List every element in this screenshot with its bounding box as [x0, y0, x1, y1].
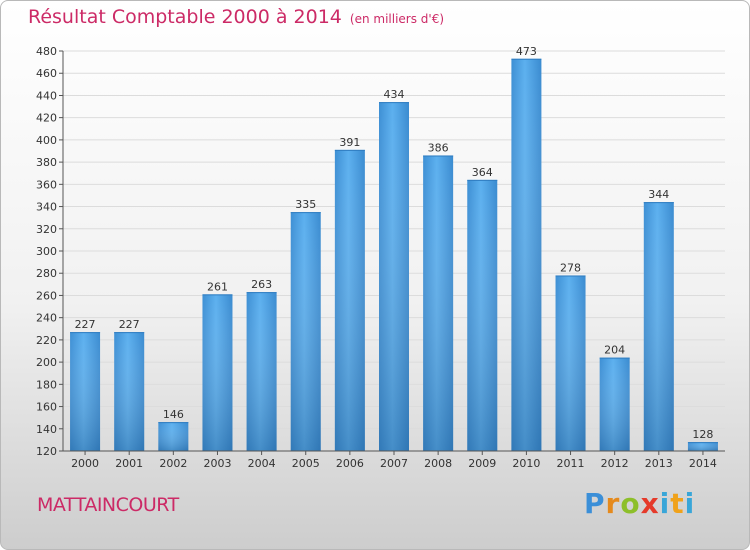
bar-shade: [555, 275, 586, 451]
y-tick-label: 480: [36, 45, 57, 58]
x-tick-label: 2013: [645, 457, 673, 470]
y-tick-label: 440: [36, 89, 57, 102]
data-label: 278: [560, 261, 581, 274]
data-label: 261: [207, 280, 228, 293]
x-tick-label: 2007: [380, 457, 408, 470]
proxiti-logo: Proxiti: [584, 487, 696, 520]
data-label: 335: [295, 198, 316, 211]
bar-shade: [423, 155, 454, 451]
x-tick-label: 2006: [336, 457, 364, 470]
data-label: 364: [472, 166, 493, 179]
data-label: 128: [692, 428, 713, 441]
x-tick-label: 2008: [424, 457, 452, 470]
data-label: 263: [251, 278, 272, 291]
x-tick-label: 2001: [115, 457, 143, 470]
bar-shade: [599, 357, 630, 451]
y-tick-label: 280: [36, 267, 57, 280]
data-label: 227: [75, 318, 96, 331]
data-label: 391: [339, 136, 360, 149]
data-label: 473: [516, 45, 537, 58]
x-tick-label: 2010: [512, 457, 540, 470]
x-tick-label: 2002: [159, 457, 187, 470]
y-tick-label: 300: [36, 245, 57, 258]
bar-shade: [246, 292, 277, 451]
x-tick-label: 2012: [601, 457, 629, 470]
y-tick-label: 260: [36, 289, 57, 302]
x-tick-label: 2005: [292, 457, 320, 470]
bar-shade: [202, 294, 233, 451]
y-tick-label: 160: [36, 401, 57, 414]
bar-shade: [158, 422, 189, 451]
y-tick-label: 220: [36, 334, 57, 347]
x-tick-label: 2004: [248, 457, 276, 470]
y-tick-label: 380: [36, 156, 57, 169]
city-name: MATTAINCOURT: [37, 494, 179, 516]
data-label: 344: [648, 188, 669, 201]
bar-shade: [290, 212, 321, 451]
y-tick-label: 420: [36, 112, 57, 125]
x-tick-label: 2000: [71, 457, 99, 470]
bar-shade: [467, 179, 498, 451]
data-label: 227: [119, 318, 140, 331]
x-tick-label: 2014: [689, 457, 717, 470]
y-tick-label: 460: [36, 67, 57, 80]
data-label: 386: [428, 141, 449, 154]
bar-shade: [687, 442, 718, 451]
x-tick-label: 2009: [468, 457, 496, 470]
y-tick-label: 240: [36, 312, 57, 325]
chart-title: Résultat Comptable 2000 à 2014 (en millie…: [28, 6, 444, 28]
data-label: 146: [163, 408, 184, 421]
y-tick-label: 340: [36, 201, 57, 214]
y-tick-label: 140: [36, 423, 57, 436]
bar-shade: [379, 102, 409, 451]
data-label: 204: [604, 344, 625, 357]
y-tick-label: 120: [36, 445, 57, 458]
y-tick-label: 360: [36, 178, 57, 191]
bar-shade: [114, 332, 145, 451]
y-tick-label: 320: [36, 223, 57, 236]
bar-shade: [334, 149, 365, 451]
y-tick-label: 400: [36, 134, 57, 147]
bar-shade: [643, 202, 674, 451]
data-label: 434: [384, 88, 405, 101]
chart-subtitle: (en milliers d'€): [349, 12, 445, 26]
title-text: Résultat Comptable 2000 à 2014: [28, 6, 342, 28]
y-tick-label: 200: [36, 356, 57, 369]
y-tick-label: 180: [36, 378, 57, 391]
bar-shade: [70, 332, 101, 451]
bar-shade: [511, 58, 542, 452]
x-tick-label: 2003: [203, 457, 231, 470]
x-tick-label: 2011: [557, 457, 585, 470]
